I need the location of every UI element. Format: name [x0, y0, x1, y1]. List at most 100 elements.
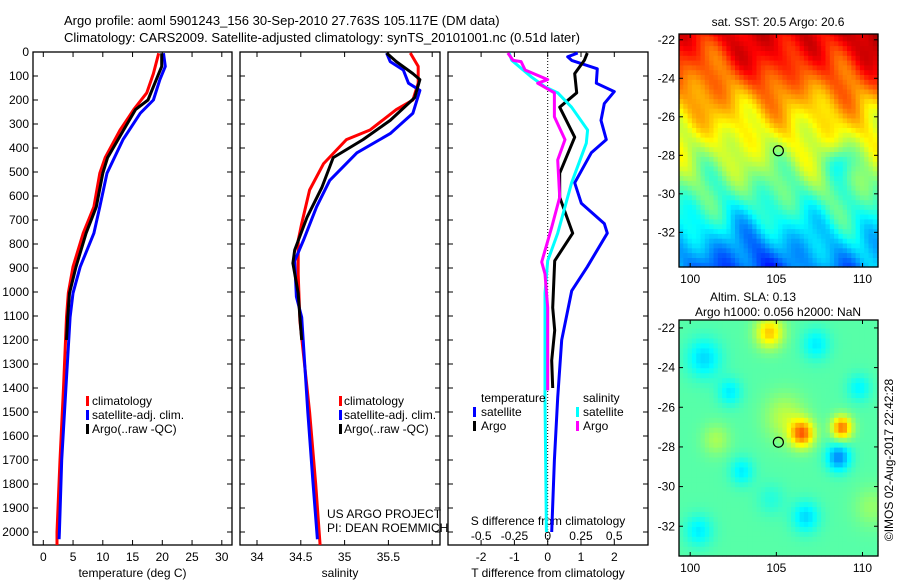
map-cell	[679, 88, 684, 95]
map-cell	[700, 342, 706, 349]
map-cell	[700, 190, 706, 196]
map-cell	[752, 407, 758, 413]
map-cell	[730, 199, 736, 205]
map-cell	[769, 132, 775, 138]
map-cell	[795, 387, 801, 393]
map-cell	[683, 252, 689, 258]
map-cell	[679, 471, 684, 478]
map-cell	[834, 199, 839, 205]
map-cell	[747, 491, 753, 498]
map-cell	[752, 156, 758, 162]
map-cell	[778, 141, 783, 148]
map-cell	[855, 427, 861, 433]
map-cell	[872, 170, 878, 177]
map-cell	[812, 117, 818, 124]
map-cell	[717, 175, 723, 181]
map-cell	[782, 367, 788, 374]
map-cell	[765, 214, 770, 220]
map-cell	[821, 476, 826, 483]
map-cell	[722, 387, 727, 393]
map-cell	[808, 320, 814, 324]
map-cell	[821, 151, 826, 157]
map-cell	[808, 481, 814, 488]
map-cell	[743, 218, 749, 225]
map-cell	[868, 262, 874, 268]
map-cell	[760, 362, 766, 369]
map-cell	[713, 74, 719, 80]
legend-marker-satellite	[339, 410, 342, 420]
map-cell	[864, 79, 870, 85]
map-cell	[808, 491, 814, 498]
map-cell	[778, 442, 783, 448]
map-cell	[851, 132, 857, 138]
map-cell	[868, 320, 874, 324]
map-cell	[679, 466, 684, 473]
map-cell	[691, 209, 697, 215]
map-cell	[747, 170, 753, 177]
map-cell	[687, 156, 693, 162]
map-cell	[829, 461, 835, 468]
map-cell	[752, 98, 758, 104]
map-cell	[726, 122, 732, 128]
map-cell	[829, 242, 835, 249]
map-cell	[799, 156, 805, 162]
map-cell	[868, 238, 874, 244]
map-cell	[868, 471, 874, 478]
map-cell	[821, 214, 826, 220]
map-cell	[838, 84, 844, 90]
map-cell	[799, 34, 805, 37]
map-cell	[795, 45, 801, 51]
map-cell	[864, 342, 870, 349]
map-cell	[864, 238, 870, 244]
map-cell	[756, 151, 762, 157]
map-cell	[778, 69, 783, 75]
map-cell	[859, 132, 865, 138]
map-cell	[851, 372, 857, 379]
map-cell	[760, 252, 766, 258]
map-cell	[773, 446, 779, 453]
map-cell	[679, 531, 684, 537]
map-cell	[683, 137, 689, 143]
map-cell	[808, 262, 814, 268]
map-cell	[872, 185, 878, 191]
map-cell	[773, 146, 779, 152]
map-cell	[834, 442, 839, 448]
map-cell	[679, 204, 684, 210]
map-cell	[829, 218, 835, 225]
map-cell	[838, 151, 844, 157]
map-cell	[713, 551, 719, 557]
map-cell	[782, 516, 788, 522]
map-cell	[816, 88, 822, 95]
map-cell	[855, 103, 861, 109]
map-cell	[704, 74, 710, 80]
map-cell	[778, 252, 783, 258]
map-cell	[679, 223, 684, 230]
map-cell	[782, 536, 788, 542]
map-cell	[687, 501, 693, 508]
map-cell	[872, 357, 878, 364]
map-cell	[791, 456, 796, 463]
map-cell	[829, 456, 835, 463]
map-cell	[687, 357, 693, 364]
map-cell	[795, 122, 801, 128]
map-cell	[756, 347, 762, 354]
map-cell	[760, 320, 766, 324]
map-cell	[799, 69, 805, 75]
map-cell	[760, 327, 766, 334]
map-cell	[760, 175, 766, 181]
lon-tick-label: 110	[853, 561, 872, 575]
map-cell	[683, 98, 689, 104]
map-cell	[704, 40, 710, 47]
map-cell	[786, 113, 792, 119]
map-cell	[872, 233, 878, 239]
map-cell	[808, 551, 814, 557]
map-cell	[834, 323, 839, 329]
map-cell	[760, 218, 766, 225]
map-cell	[709, 526, 715, 532]
map-cell	[756, 170, 762, 177]
map-cell	[803, 320, 809, 324]
map-cell	[765, 506, 770, 512]
map-cell	[739, 476, 745, 483]
map-cell	[679, 377, 684, 384]
map-cell	[838, 372, 844, 379]
